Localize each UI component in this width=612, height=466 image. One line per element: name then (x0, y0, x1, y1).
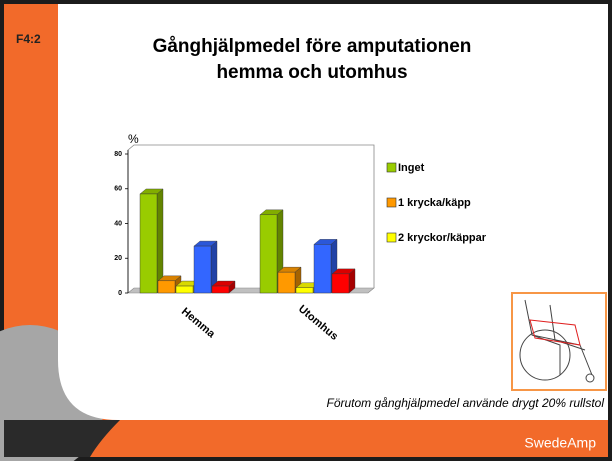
bar (314, 244, 331, 293)
legend-swatch (387, 233, 396, 242)
legend-label: Inget (398, 162, 425, 174)
chart-title: hemma och utomhus (216, 62, 407, 83)
chart-title: Gånghjälpmedel före amputationen (153, 36, 472, 57)
y-tick-label: 60 (114, 186, 122, 193)
slide: F4:2 Gånghjälpmedel före amputationen he… (0, 0, 612, 461)
brand: SwedeAmp (524, 435, 596, 451)
bar (296, 288, 313, 293)
bar (260, 215, 277, 293)
bar (176, 286, 193, 293)
bar (332, 274, 349, 293)
y-tick-label: 0 (118, 290, 122, 297)
legend-swatch (387, 163, 396, 172)
y-axis-label: % (128, 132, 139, 146)
bar (212, 286, 229, 293)
y-tick-label: 40 (114, 220, 122, 227)
footnote: Förutom gånghjälpmedel använde drygt 20%… (327, 396, 605, 410)
legend-label: 2 kryckor/käppar (398, 232, 487, 244)
bar (158, 281, 175, 293)
wheelchair-image (512, 293, 606, 390)
legend-swatch (387, 198, 396, 207)
bar (194, 246, 211, 293)
y-tick-label: 80 (114, 151, 122, 158)
legend-label: 1 krycka/käpp (398, 197, 471, 209)
y-tick-label: 20 (114, 255, 122, 262)
slide-label: F4:2 (16, 32, 41, 46)
bar (278, 272, 295, 293)
bar (140, 194, 157, 293)
